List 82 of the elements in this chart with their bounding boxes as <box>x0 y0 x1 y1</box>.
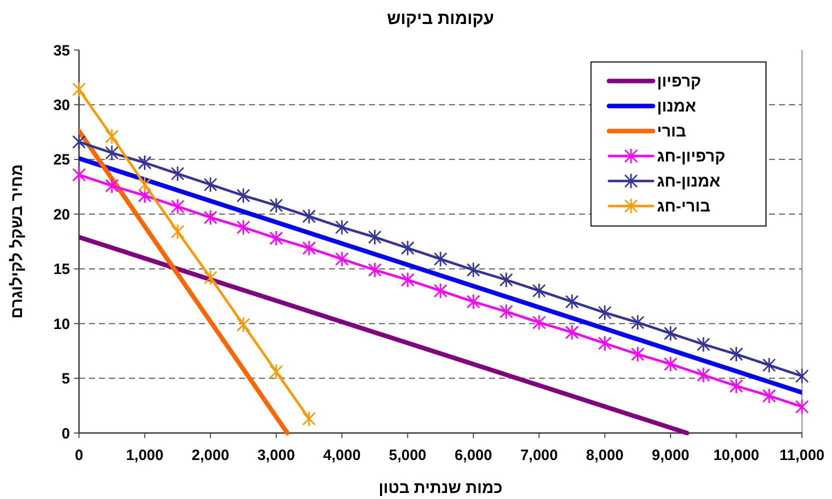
x-tick-label: 10,000 <box>713 447 760 464</box>
point <box>204 270 218 286</box>
point <box>696 336 710 352</box>
y-tick-label: 20 <box>53 206 70 224</box>
x-tick-label: 0 <box>74 447 84 464</box>
x-tick-label: 9,000 <box>652 447 690 464</box>
legend-label: בורי-חג <box>657 198 710 216</box>
point <box>302 240 316 256</box>
y-tick-label: 10 <box>53 316 70 333</box>
legend-label: אמנון <box>657 98 696 116</box>
x-tick-label: 7,000 <box>520 447 558 464</box>
point <box>368 262 382 278</box>
point <box>72 81 86 98</box>
x-tick-label: 8,000 <box>586 447 624 464</box>
point <box>730 346 744 362</box>
point <box>170 224 184 240</box>
point <box>532 314 546 330</box>
point <box>499 272 513 288</box>
x-tick-label: 5,000 <box>388 447 426 464</box>
point <box>204 209 218 226</box>
point <box>170 198 184 214</box>
point <box>368 229 382 246</box>
point <box>499 304 513 320</box>
point <box>696 367 710 383</box>
y-tick-label: 30 <box>53 96 70 114</box>
y-tick-label: 15 <box>53 261 70 278</box>
point <box>434 282 448 299</box>
point <box>762 388 776 404</box>
point <box>236 188 250 204</box>
point <box>138 154 152 171</box>
point <box>269 197 283 214</box>
point <box>170 166 184 182</box>
point <box>466 294 480 310</box>
point <box>72 134 86 150</box>
point <box>532 282 546 299</box>
point <box>466 262 480 278</box>
point <box>598 304 612 321</box>
point <box>565 324 579 340</box>
point <box>630 346 644 362</box>
x-tick-label: 2,000 <box>192 447 230 464</box>
point <box>795 398 809 415</box>
legend-label: קרפיון-חג <box>657 148 726 166</box>
x-tick-label: 3,000 <box>257 447 295 464</box>
point <box>565 294 579 310</box>
point <box>664 356 678 372</box>
point <box>204 176 218 193</box>
x-tick-label: 11,000 <box>779 447 825 464</box>
x-axis-title: כמות שנתית בטון <box>378 480 502 497</box>
point <box>434 251 448 267</box>
point <box>302 208 316 224</box>
x-tick-label: 4,000 <box>323 447 361 464</box>
point <box>400 272 414 288</box>
point <box>762 357 776 374</box>
point <box>598 335 612 352</box>
point <box>795 368 809 384</box>
point <box>105 178 119 194</box>
point <box>335 219 349 236</box>
point <box>236 219 250 236</box>
point <box>730 378 744 394</box>
x-tick-label: 6,000 <box>454 447 492 464</box>
y-tick-label: 35 <box>53 42 70 60</box>
point <box>138 176 152 193</box>
y-tick-label: 25 <box>53 152 70 169</box>
chart-title: עקומות ביקוש <box>386 9 494 28</box>
point <box>72 166 86 183</box>
point <box>302 410 316 427</box>
legend-label: קרפיון <box>657 74 702 91</box>
point <box>664 325 678 342</box>
point <box>335 251 349 267</box>
point <box>236 316 250 333</box>
point <box>105 128 119 144</box>
point <box>105 144 119 161</box>
point <box>269 364 283 380</box>
y-tick-label: 0 <box>62 425 70 442</box>
y-axis-title: מחיר בשקל לקילוגרם <box>8 164 26 319</box>
point <box>630 314 644 330</box>
x-tick-label: 1,000 <box>126 447 164 464</box>
legend-label: אמנון-חג <box>657 174 720 191</box>
point <box>400 240 414 256</box>
y-tick-label: 5 <box>62 370 70 388</box>
legend-label: בורי <box>657 124 686 141</box>
point <box>269 230 283 246</box>
